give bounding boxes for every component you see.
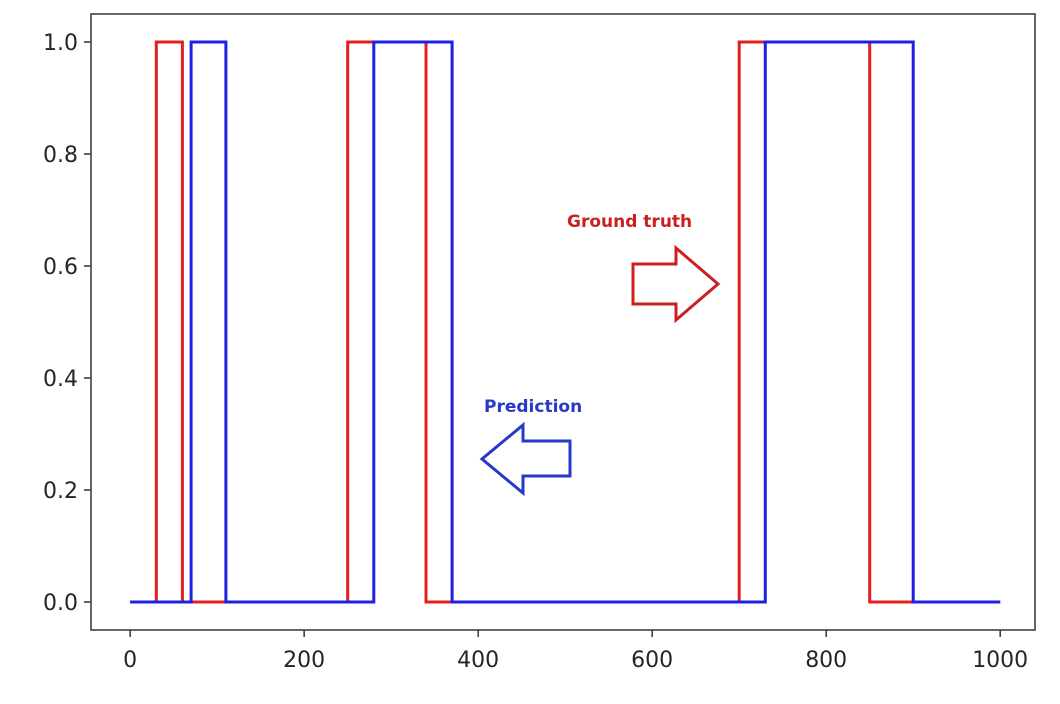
ground-truth-label: Ground truth [567, 212, 692, 232]
x-tick-label: 400 [457, 648, 499, 673]
x-axis: 0 200 400 600 800 1000 [123, 630, 1028, 673]
x-tick-label: 0 [123, 648, 137, 673]
right-arrow-icon [631, 244, 721, 324]
series-layer [130, 40, 1001, 604]
x-tick-label: 1000 [972, 648, 1028, 673]
y-tick-label: 1.0 [43, 31, 78, 56]
y-tick-label: 0.8 [43, 143, 78, 168]
y-axis: 0.0 0.2 0.4 0.6 0.8 1.0 [43, 31, 91, 616]
x-tick-label: 200 [283, 648, 325, 673]
series-line-1 [130, 40, 1001, 604]
x-tick-label: 600 [631, 648, 673, 673]
y-tick-label: 0.4 [43, 367, 78, 392]
left-arrow-icon [479, 421, 572, 497]
x-tick-label: 800 [805, 648, 847, 673]
y-tick-label: 0.6 [43, 255, 78, 280]
plot-area [90, 13, 1036, 631]
y-tick-label: 0.2 [43, 479, 78, 504]
y-tick-label: 0.0 [43, 591, 78, 616]
prediction-label: Prediction [484, 397, 582, 417]
